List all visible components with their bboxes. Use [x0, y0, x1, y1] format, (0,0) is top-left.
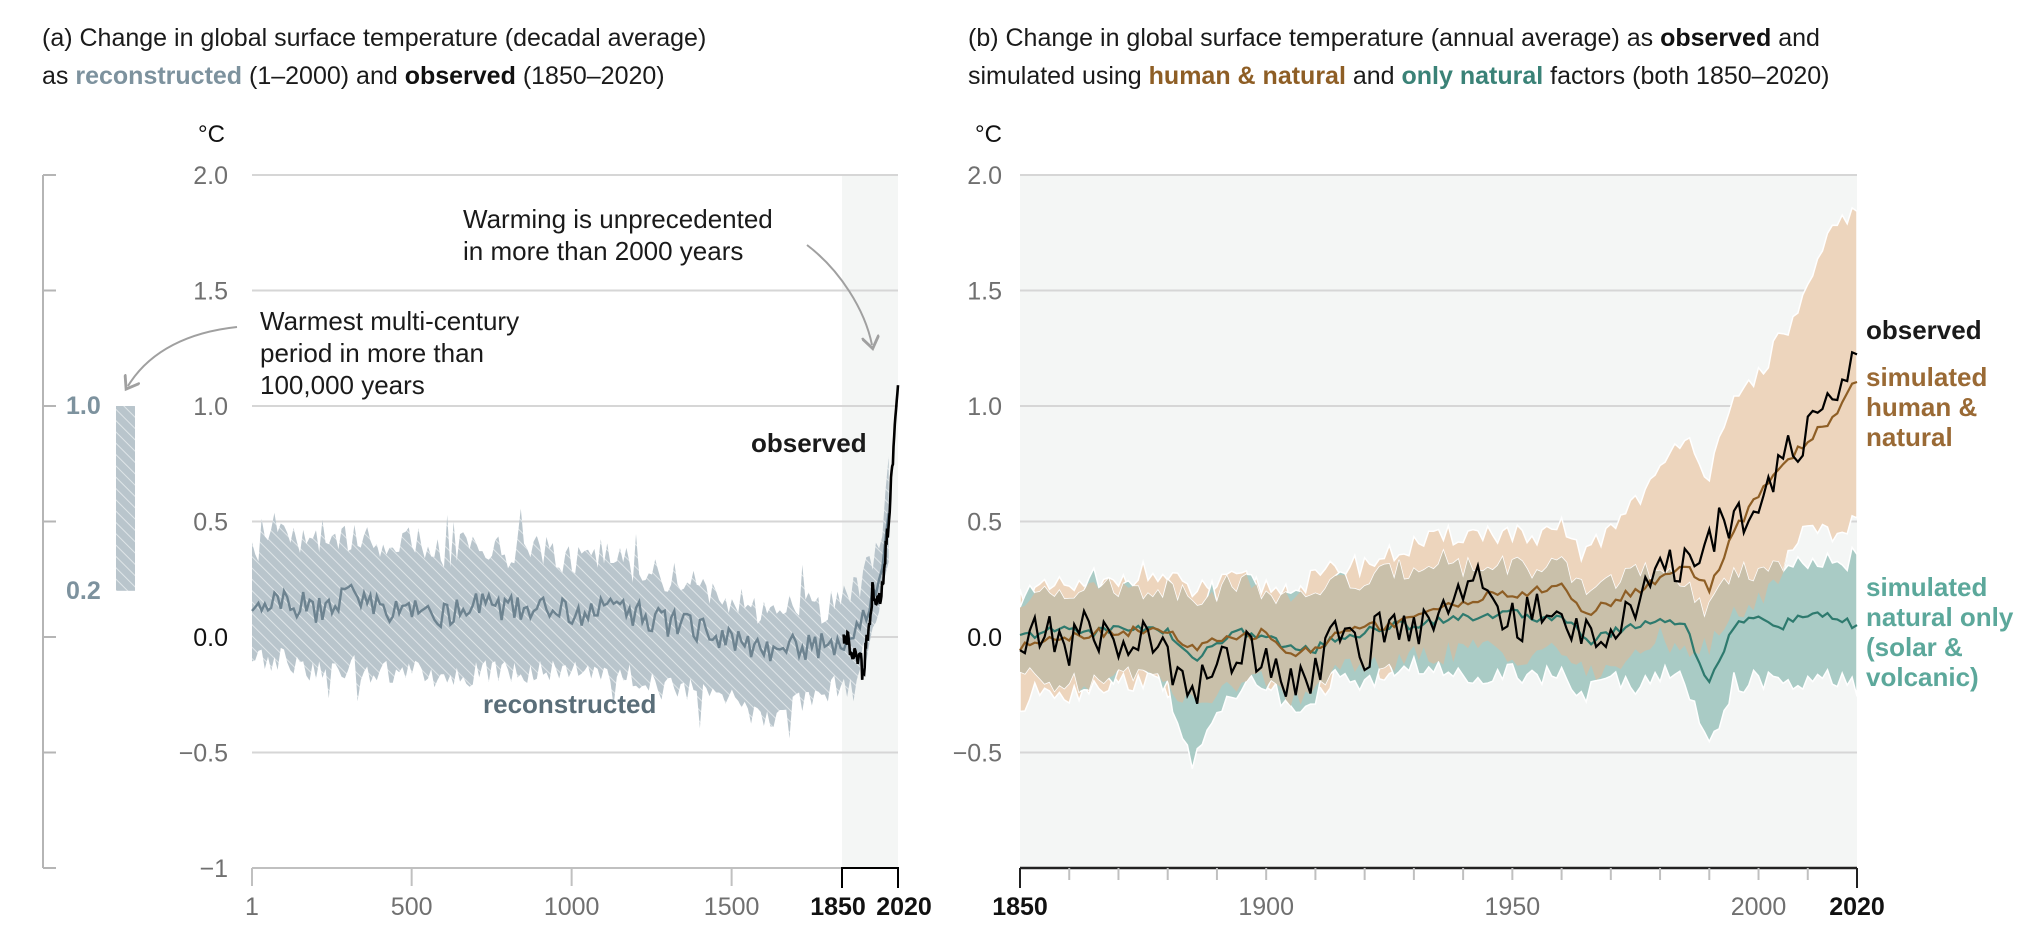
title-observed: observed — [404, 62, 516, 90]
human-natural-legend-line3: natural — [1866, 422, 1953, 452]
observed-line — [842, 385, 900, 680]
title-text: factors (both 1850–2020) — [1543, 62, 1830, 90]
x-tick-label: 1950 — [1485, 893, 1541, 921]
panel-b-title: (b) Change in global surface temperature… — [968, 19, 1830, 95]
x-tick-label: 1 — [245, 893, 259, 921]
x-tick-label: 1900 — [1238, 893, 1294, 921]
title-text: (1850–2020) — [515, 62, 665, 90]
y-tick-label: 1.5 — [193, 278, 228, 306]
annotation-warmest-line1: Warmest multi-century — [260, 306, 519, 336]
y-tick-label: 2.0 — [967, 162, 1002, 190]
warmest-period-range-bar — [116, 406, 135, 591]
title-text: simulated using — [968, 62, 1149, 90]
x-tick-label: 1850 — [992, 893, 1048, 921]
human-natural-legend-line1: simulated — [1866, 362, 1987, 392]
y-tick-label: 0.5 — [967, 509, 1002, 537]
title-natural-only: only natural — [1401, 62, 1544, 90]
natural-only-legend-line3: (solar & — [1866, 632, 1963, 662]
y-tick-label: 0.5 — [193, 509, 228, 537]
x-tick-label: 1500 — [704, 893, 760, 921]
panel-a-title-line2: as reconstructed (1–2000) and observed (… — [42, 57, 706, 95]
annotation-warmest-line3: 100,000 years — [260, 370, 425, 400]
panel-b-gridlines — [1020, 174, 1857, 754]
human-natural-legend-line2: human & — [1866, 392, 1977, 422]
observed-legend-label: observed — [1866, 315, 1982, 345]
observed-period-bracket — [841, 867, 899, 888]
y-tick-label: −0.5 — [953, 740, 1002, 768]
x-tick-label: 1000 — [544, 893, 600, 921]
panel-b: 2.0 1.5 1.0 0.5 0.0 −0.5 °C 1850 1900 1950 2000 2… — [953, 121, 2014, 921]
annotation-warmest-arrow — [128, 326, 238, 386]
y-tick-label: 0.0 — [193, 624, 228, 652]
panel-b-title-line2: simulated using human & natural and only… — [968, 57, 1830, 95]
title-observed: observed — [1660, 24, 1772, 52]
y-tick-label: 0.0 — [967, 624, 1002, 652]
annotation-unprecedented-line1: Warming is unprecedented — [463, 204, 773, 234]
title-text: (b) Change in global surface temperature… — [968, 24, 1661, 52]
x-tick-label-bold: 2020 — [876, 893, 932, 921]
annotation-warmest-line2: period in more than — [260, 338, 484, 368]
observed-label: observed — [751, 428, 867, 458]
title-human-natural: human & natural — [1148, 62, 1346, 90]
reconstructed-band — [252, 456, 889, 739]
reconstructed-label: reconstructed — [483, 689, 656, 719]
side-scale-lower-label: 0.2 — [66, 577, 101, 605]
natural-only-legend-line4: volcanic) — [1866, 662, 1979, 692]
side-scale-ticks — [43, 174, 56, 869]
panel-b-unit-label: °C — [975, 121, 1002, 148]
title-text: (1–2000) and — [242, 62, 405, 90]
natural-only-legend-line2: natural only — [1866, 602, 2014, 632]
panel-a-y-ticks: 2.0 1.5 1.0 0.5 0.0 −0.5 −1 — [179, 162, 228, 883]
panel-b-y-ticks: 2.0 1.5 1.0 0.5 0.0 −0.5 — [953, 162, 1002, 768]
y-tick-label: 1.0 — [193, 393, 228, 421]
y-tick-label: 1.5 — [967, 278, 1002, 306]
natural-only-legend-line1: simulated — [1866, 572, 1987, 602]
panel-a: 2.01.51.00.50.0−0.5−1 °C 1 500 1000 1500 185… — [128, 121, 932, 921]
panel-a-x-axis: 1 500 1000 1500 1850 2020 — [245, 867, 932, 921]
annotation-unprecedented-arrow — [806, 244, 872, 345]
x-tick-label: 500 — [391, 893, 433, 921]
x-tick-label-bold: 1850 — [810, 893, 866, 921]
panel-b-x-axis: 1850 1900 1950 2000 2020 — [992, 866, 1885, 921]
y-tick-label: 2.0 — [193, 162, 228, 190]
side-range-scale: 1.0 0.2 — [42, 174, 135, 869]
title-reconstructed: reconstructed — [75, 62, 243, 90]
title-text: and — [1345, 62, 1402, 90]
human-natural-line — [1019, 380, 1858, 658]
y-tick-label: −1 — [199, 855, 228, 883]
observed-annual-line — [1019, 350, 1858, 704]
panel-b-title-line1: (b) Change in global surface temperature… — [968, 19, 1830, 57]
title-text: and — [1771, 24, 1820, 52]
reconstructed-line — [251, 512, 890, 662]
x-tick-label: 2020 — [1829, 893, 1885, 921]
y-tick-label: −0.5 — [179, 740, 228, 768]
panel-a-unit-label: °C — [198, 121, 225, 148]
panel-a-title: (a) Change in global surface temperature… — [42, 19, 706, 95]
annotation-unprecedented-line2: in more than 2000 years — [463, 236, 743, 266]
x-tick-label: 2000 — [1731, 893, 1787, 921]
side-scale-upper-label: 1.0 — [66, 392, 101, 420]
panel-a-title-line1: (a) Change in global surface temperature… — [42, 24, 707, 52]
y-tick-label: 1.0 — [967, 393, 1002, 421]
title-text: as — [42, 62, 76, 90]
